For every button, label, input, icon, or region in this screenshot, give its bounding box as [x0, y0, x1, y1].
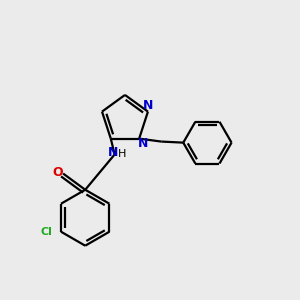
Text: Cl: Cl [40, 227, 52, 237]
Text: O: O [52, 166, 63, 178]
Text: N: N [143, 99, 153, 112]
Text: N: N [108, 146, 119, 159]
Text: N: N [138, 136, 148, 149]
Text: H: H [118, 149, 126, 159]
